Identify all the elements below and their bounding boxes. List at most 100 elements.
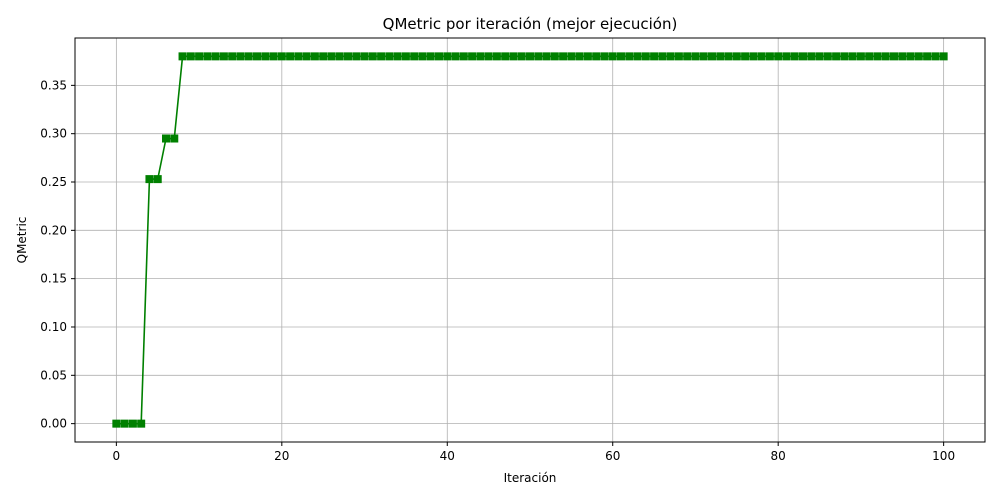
data-point (153, 175, 162, 184)
y-axis: 0.00 0.05 0.10 0.15 0.20 0.25 0.30 0.35 (40, 78, 75, 431)
data-point (302, 52, 311, 61)
y-axis-label: QMetric (15, 217, 29, 264)
data-point (211, 52, 220, 61)
x-tick-label: 20 (274, 449, 289, 463)
data-point (749, 52, 758, 61)
data-point (468, 52, 477, 61)
data-point (492, 52, 501, 61)
data-point (559, 52, 568, 61)
data-point (832, 52, 841, 61)
data-point (931, 52, 940, 61)
data-point (319, 52, 328, 61)
data-point (509, 52, 518, 61)
data-point (410, 52, 419, 61)
data-point (575, 52, 584, 61)
data-point (269, 52, 278, 61)
data-point (186, 52, 195, 61)
data-point (782, 52, 791, 61)
y-tick-label: 0.10 (40, 320, 67, 334)
data-point (286, 52, 295, 61)
data-point (120, 419, 129, 428)
data-point (683, 52, 692, 61)
data-point (633, 52, 642, 61)
data-point (807, 52, 816, 61)
data-point (674, 52, 683, 61)
data-point (145, 175, 154, 184)
data-point (418, 52, 427, 61)
data-point (203, 52, 212, 61)
data-point (716, 52, 725, 61)
series-line (116, 55, 944, 425)
data-point (401, 52, 410, 61)
data-point (170, 134, 179, 143)
x-tick-label: 80 (771, 449, 786, 463)
x-tick-label: 40 (440, 449, 455, 463)
data-point (840, 52, 849, 61)
data-point (368, 52, 377, 61)
data-point (501, 52, 510, 61)
x-tick-label: 100 (932, 449, 955, 463)
data-point (352, 52, 361, 61)
data-point (550, 52, 559, 61)
data-point (699, 52, 708, 61)
data-point (625, 52, 634, 61)
y-tick-label: 0.15 (40, 272, 67, 286)
data-point (898, 52, 907, 61)
data-point (542, 52, 551, 61)
data-point (658, 52, 667, 61)
y-tick-label: 0.00 (40, 417, 67, 431)
y-tick-label: 0.30 (40, 127, 67, 141)
y-tick-label: 0.35 (40, 78, 67, 92)
data-point (277, 52, 286, 61)
data-point (435, 52, 443, 61)
data-point (484, 52, 493, 61)
data-point (294, 52, 303, 61)
data-point (128, 419, 137, 428)
data-point (708, 52, 716, 61)
data-point (310, 52, 319, 61)
data-point (923, 52, 932, 61)
data-point (890, 52, 898, 61)
data-point (426, 52, 435, 61)
data-point (799, 52, 807, 61)
data-point (592, 52, 601, 61)
data-point (757, 52, 766, 61)
data-point (608, 52, 617, 61)
data-point (385, 52, 394, 61)
data-point (526, 52, 534, 61)
data-point (253, 52, 261, 61)
data-point (360, 52, 369, 61)
data-point (881, 52, 890, 61)
data-point (650, 52, 659, 61)
data-point (724, 52, 733, 61)
chart-title: QMetric por iteración (mejor ejecución) (383, 15, 678, 33)
data-point (583, 52, 592, 61)
data-point (228, 52, 237, 61)
grid (75, 38, 985, 442)
x-axis-label: Iteración (504, 471, 557, 485)
data-point (219, 52, 228, 61)
data-point (534, 52, 543, 61)
data-point (476, 52, 485, 61)
data-point (741, 52, 750, 61)
data-point (666, 52, 675, 61)
data-point (815, 52, 824, 61)
data-point (856, 52, 865, 61)
data-point (195, 52, 204, 61)
data-point (914, 52, 923, 61)
data-point (244, 52, 253, 61)
data-point (790, 52, 799, 61)
data-point (377, 52, 386, 61)
y-tick-label: 0.20 (40, 223, 67, 237)
data-point (732, 52, 741, 61)
y-tick-label: 0.05 (40, 368, 67, 382)
data-point (327, 52, 336, 61)
x-tick-label: 60 (605, 449, 620, 463)
data-point (451, 52, 460, 61)
data-point (344, 52, 352, 61)
data-point (617, 52, 625, 61)
data-point (178, 52, 187, 61)
data-point (865, 52, 874, 61)
data-point (691, 52, 700, 61)
